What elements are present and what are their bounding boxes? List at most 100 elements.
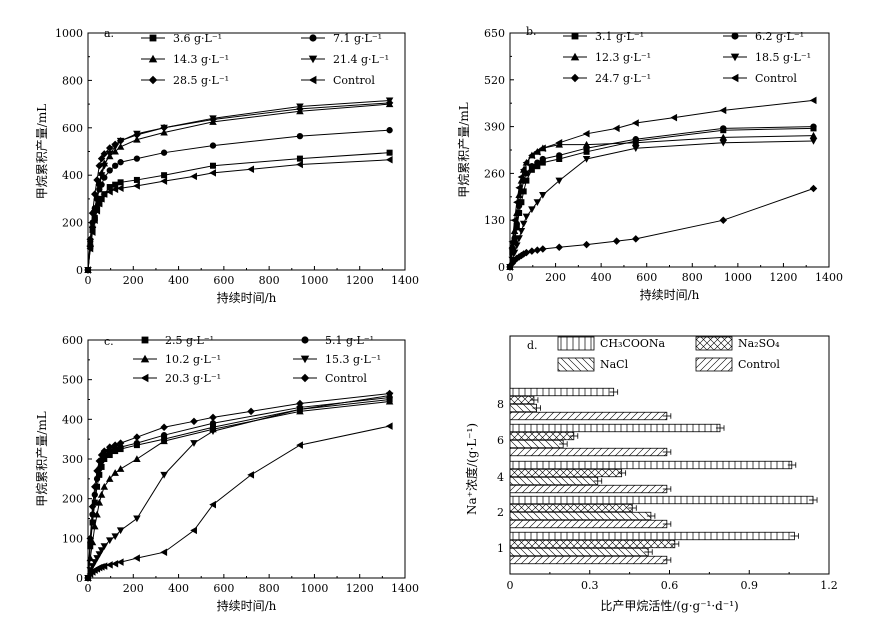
legend-swatch [557,336,595,351]
data-point [539,192,547,199]
legend-swatch [695,336,733,351]
data-point [247,471,255,479]
data-point [93,207,101,215]
data-point [386,127,393,134]
data-point [296,406,304,414]
data-point [517,176,526,184]
data-point [539,159,546,166]
x-tick-label: 200 [545,271,566,284]
data-point [209,115,217,124]
y-tick-label: 8 [497,398,504,411]
data-point [296,105,304,113]
data-point [632,139,640,146]
x-tick-label: 1400 [391,274,419,287]
data-point [160,128,168,136]
y-tick-label: 4 [497,471,504,484]
legend-label: 3.1 g·L⁻¹ [595,30,644,43]
panel-d: 0 0.3 0.6 0.9 1.2 比产甲烷活性/(g·g⁻¹·d⁻¹) Na⁺浓度/(g·… [464,335,838,613]
bar [509,519,668,529]
y-tick-label: 650 [484,27,505,40]
legend-marker [300,373,310,383]
legend-label: 6.2 g·L⁻¹ [755,30,804,43]
legend-label: 2.5 g·L⁻¹ [165,334,214,347]
panel-c: 0 200 400 600 800 1000 1200 1400 0 100 200 300 400 50… [35,334,419,613]
series-line [509,188,814,268]
legend-label: 18.5 g·L⁻¹ [755,51,811,64]
series-line [509,140,814,268]
x-tick-label: 0.6 [661,579,679,592]
plot-frame [87,32,406,271]
data-point [385,422,393,430]
data-point [296,155,303,162]
y-tick-label: 800 [62,74,83,87]
legend-entry: 3.1 g·L⁻¹ [563,30,644,43]
y-tick-label: 260 [484,167,505,180]
series-3 [84,97,394,274]
data-point [93,176,101,184]
data-point [91,491,98,498]
data-point [160,471,168,479]
data-point [117,179,124,186]
data-point [296,399,304,408]
data-point [100,162,109,170]
legend-marker [570,52,580,61]
x-tick-label: 0 [85,274,92,287]
legend-label: 15.3 g·L⁻¹ [325,353,381,366]
x-axis-label: 持续时间/h [217,598,277,613]
data-point [209,500,216,509]
x-axis-label: 比产甲烷活性/(g·g⁻¹·d⁻¹) [600,599,738,613]
data-point [632,235,640,243]
data-point [111,559,119,568]
data-point [95,457,104,465]
series-line [509,127,814,268]
data-point [534,163,541,170]
x-tick-label: 200 [123,274,144,287]
data-point [133,155,141,162]
data-point [106,184,113,191]
data-point [515,191,523,198]
data-point [522,248,531,257]
data-point [89,519,96,526]
legend-entry: Control [723,72,797,85]
data-point [100,150,109,158]
data-point [556,156,563,162]
y-tick-label: 6 [497,434,504,447]
data-point [533,199,542,206]
y-tick-label: 200 [62,493,83,506]
data-point [209,162,216,169]
data-point [809,96,817,105]
y-tick-label: 500 [62,374,83,387]
data-point [93,195,101,203]
data-point [719,133,728,141]
data-point [209,169,216,177]
data-point [91,522,99,530]
data-point [95,498,104,506]
legend-entry: 2.5 g·L⁻¹ [133,334,214,347]
data-point [133,433,141,441]
data-point [809,131,818,139]
bar [509,484,668,494]
data-point [116,527,125,535]
data-point [612,124,620,133]
x-axis-label: 持续时间/h [640,287,700,302]
x-tick-label: 600 [213,582,234,595]
legend-marker [301,336,309,344]
data-point [209,420,217,427]
bar [509,495,814,505]
legend-marker [730,73,739,83]
legend-entry: 21.4 g·L⁻¹ [301,53,389,66]
y-axis-label: 甲烷累积产量/mL [457,102,471,197]
legend-entry: 15.3 g·L⁻¹ [293,353,381,366]
data-point [97,490,106,498]
data-point [385,389,394,398]
y-tick-label: 0 [76,572,83,585]
data-point [539,245,547,253]
data-point [88,228,96,236]
data-point [160,548,168,556]
bar [509,531,795,541]
data-point [720,125,727,132]
data-point [91,214,98,221]
data-point [555,139,563,147]
data-point [670,113,678,122]
y-tick-label: 100 [62,532,83,545]
